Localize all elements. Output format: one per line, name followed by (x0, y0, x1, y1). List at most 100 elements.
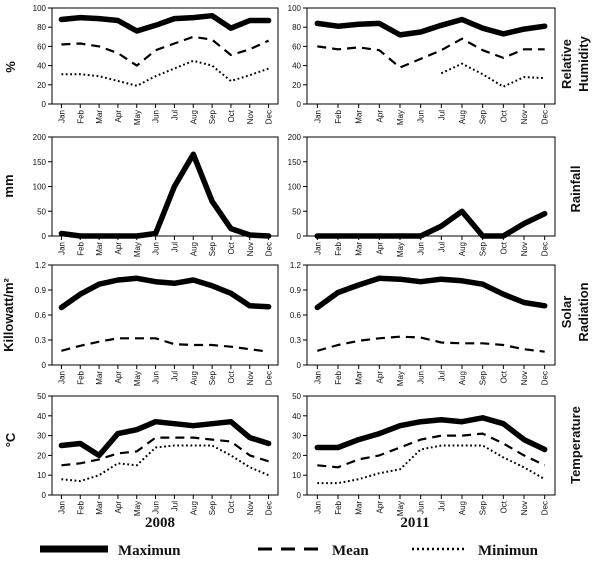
x-tick-label: Dec (265, 371, 274, 385)
x-tick-label: Sep (208, 109, 217, 124)
y-tick-label: 20 (292, 81, 301, 90)
y-tick-label: 20 (37, 81, 46, 90)
x-tick-label: Apr (114, 242, 123, 255)
y-tick-label: 40 (292, 62, 301, 71)
x-tick-label: Jun (152, 371, 161, 384)
y-tick-label: 40 (292, 412, 301, 421)
y-tick-label: 0 (297, 100, 302, 109)
x-tick-label: Sep (479, 370, 488, 385)
x-tick-label: Jan (57, 371, 66, 384)
series-line-mean (317, 37, 545, 69)
year-label-2011: 2011 (400, 515, 429, 531)
x-tick-label: Nov (520, 242, 529, 256)
series-line-mean (317, 432, 546, 469)
x-tick-label: Jul (437, 371, 446, 381)
x-tick-label: Jan (57, 242, 66, 255)
x-tick-label: Feb (334, 370, 343, 384)
y-tick-label: 150 (288, 158, 302, 167)
ylabel-temperature: °C (3, 432, 18, 447)
plot-frame (51, 7, 279, 105)
y-tick-label: 40 (37, 412, 46, 421)
x-tick-label: Dec (541, 371, 550, 385)
x-tick-label: Aug (458, 242, 467, 256)
x-tick-label: Jan (313, 501, 322, 514)
x-tick-label: Feb (76, 241, 85, 255)
y-tick-label: 10 (37, 471, 46, 480)
row-label-temperature: Temperature (568, 406, 583, 484)
panel-temp-2011: 0 10 20 30 40 50 Jan Feb Mar Apr May Jun Jul Aug Sep Oc… (292, 392, 556, 516)
x-tick-label: May (396, 242, 405, 257)
series-line-mean (61, 436, 269, 467)
y-tick-label: 0.9 (35, 286, 47, 295)
x-tick-label: Sep (208, 500, 217, 515)
x-tick-label: Jan (313, 371, 322, 384)
x-tick-label: Jun (417, 242, 426, 255)
x-tick-label: Sep (479, 500, 488, 515)
x-tick-label: Oct (227, 370, 236, 383)
y-tick-label: 50 (292, 392, 301, 401)
x-tick-label: Nov (520, 501, 529, 515)
row-label-rainfall: Rainfall (568, 166, 583, 213)
x-tick-label: Oct (499, 241, 508, 254)
panel-rh-2008: 0 20 40 60 80 100 Jan Feb Mar Apr May Jun Jul Aug Sep O… (33, 4, 279, 125)
x-tick-label: Dec (541, 242, 550, 256)
panel-rain-2008: 0 50 100 150 200 Jan Feb Mar Apr May Jun Jul Aug Sep O… (33, 133, 279, 257)
x-tick-label: Mar (355, 242, 364, 256)
x-tick-label: Nov (246, 371, 255, 385)
series-line-minimun (61, 444, 269, 483)
y-tick-label: 80 (292, 23, 301, 32)
x-tick-label: Sep (479, 109, 488, 124)
y-tick-label: 0.6 (35, 311, 47, 320)
x-tick-label: Feb (334, 109, 343, 123)
legend-label-mean: Mean (332, 543, 369, 559)
x-tick-label: Jun (417, 501, 426, 514)
series-line-minimun (440, 62, 545, 88)
x-tick-label: Jan (313, 110, 322, 123)
x-tick-label: Apr (114, 110, 123, 123)
x-tick-label: Mar (355, 501, 364, 515)
x-tick-label: Jun (417, 110, 426, 123)
x-tick-label: Jul (170, 501, 179, 511)
x-tick-label: Aug (458, 110, 467, 124)
x-tick-label: Jul (437, 110, 446, 120)
row-label-solar: Solar (559, 296, 574, 329)
x-tick-label: Sep (479, 241, 488, 256)
y-tick-label: 0.9 (290, 286, 302, 295)
ylabel-rainfall: mm (1, 174, 16, 197)
y-tick-label: 40 (37, 62, 46, 71)
y-tick-label: 0 (42, 100, 47, 109)
y-tick-label: 60 (37, 42, 46, 51)
x-tick-label: Dec (265, 501, 274, 515)
x-tick-label: Apr (114, 371, 123, 384)
ylabel-solar: Killowatt/m² (1, 278, 16, 352)
year-label-2008: 2008 (145, 515, 175, 531)
series-line-mean (317, 335, 545, 353)
series-line-maximun (58, 275, 272, 311)
x-tick-label: Dec (541, 110, 550, 124)
y-tick-label: 0 (42, 232, 47, 241)
x-tick-label: Jan (57, 501, 66, 514)
x-tick-label: Jun (152, 501, 161, 514)
y-tick-label: 100 (288, 4, 302, 13)
x-tick-label: May (396, 110, 405, 125)
y-tick-label: 200 (33, 133, 47, 142)
y-tick-label: 0 (42, 361, 47, 370)
x-tick-label: Jun (152, 242, 161, 255)
x-tick-label: Sep (208, 370, 217, 385)
x-tick-label: May (133, 501, 142, 516)
x-tick-label: Jun (417, 371, 426, 384)
x-tick-label: Feb (334, 500, 343, 514)
series-line-minimun (61, 59, 269, 87)
x-tick-label: Jul (170, 110, 179, 120)
x-tick-label: Aug (458, 501, 467, 515)
x-tick-label: Nov (246, 110, 255, 124)
series-line-maximun (58, 151, 272, 239)
x-tick-label: Oct (227, 241, 236, 254)
x-tick-label: Jun (152, 110, 161, 123)
legend: Maximun Mean Minimun (40, 543, 539, 559)
legend-label-min: Minimun (478, 543, 539, 559)
series-line-maximun (314, 208, 548, 239)
x-tick-label: Oct (499, 109, 508, 122)
x-tick-label: May (396, 371, 405, 386)
